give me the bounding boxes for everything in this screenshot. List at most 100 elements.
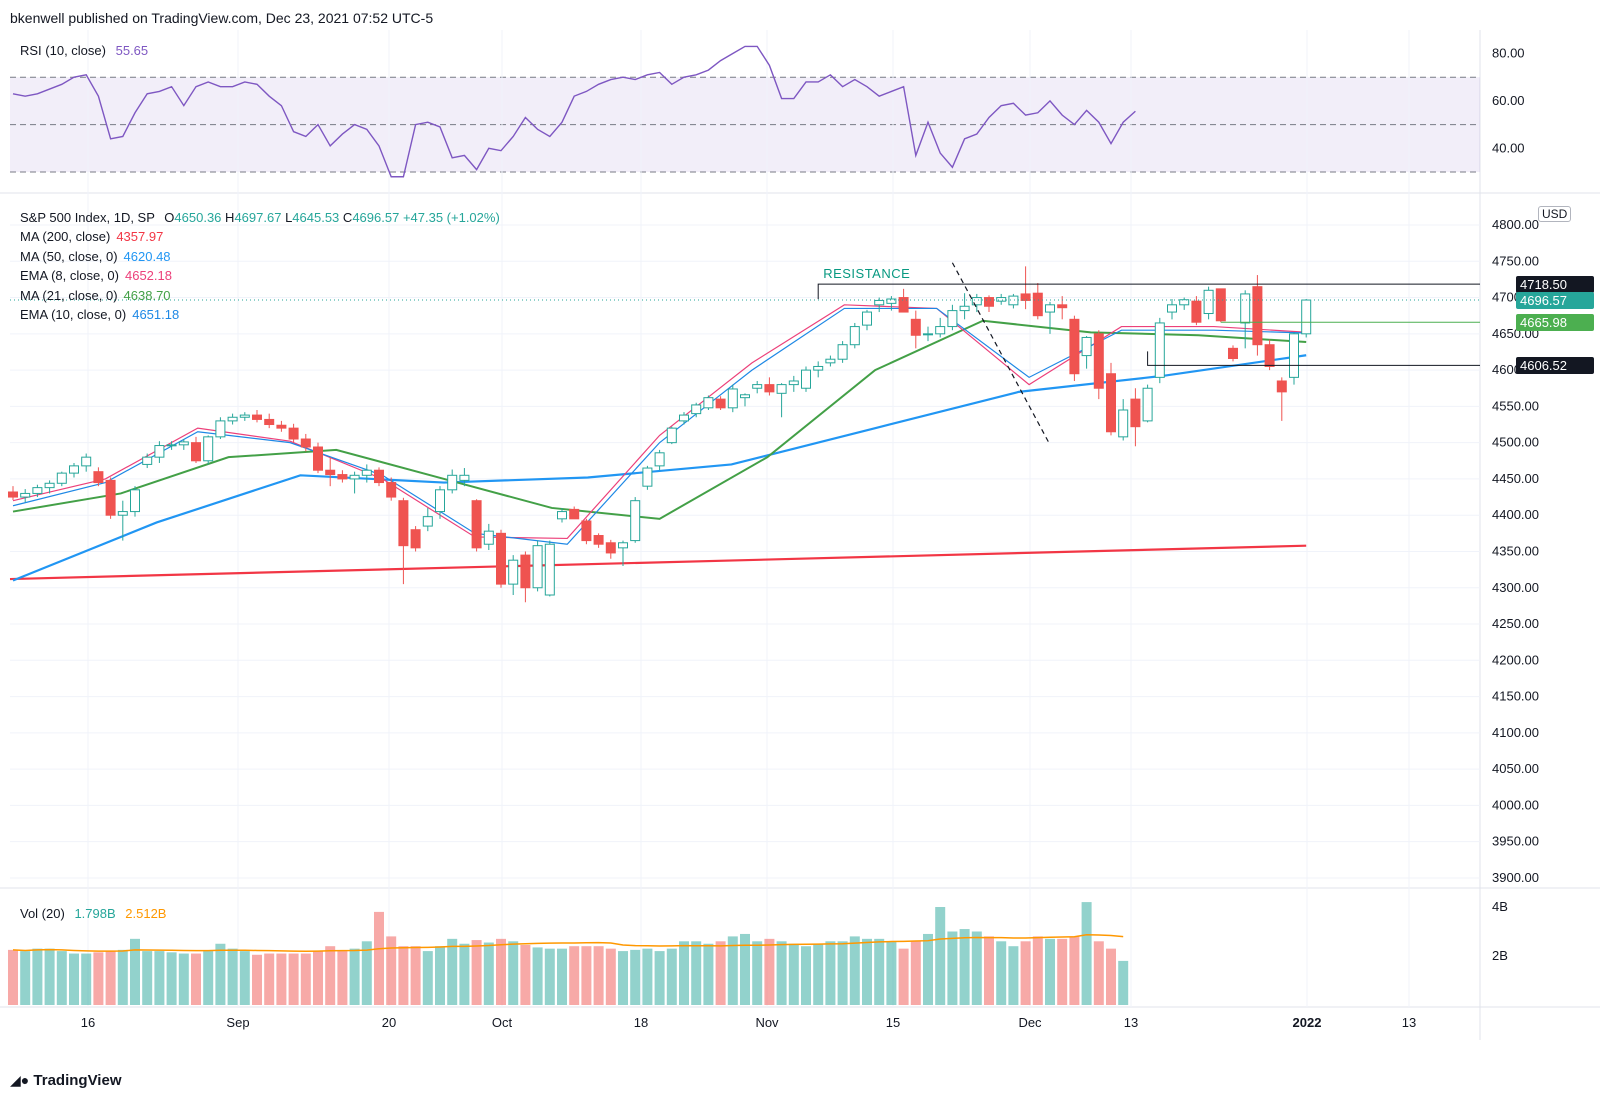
volume-bar xyxy=(227,948,238,1005)
candle-body xyxy=(117,511,128,516)
volume-bar xyxy=(837,941,848,1005)
candle-body xyxy=(1020,293,1031,301)
volume-legend-label: Vol (20) xyxy=(20,906,65,921)
volume-bar xyxy=(520,944,531,1005)
volume-bar xyxy=(593,946,604,1005)
volume-bar xyxy=(435,946,445,1005)
volume-bar xyxy=(886,941,897,1005)
x-tick-label: 20 xyxy=(382,1015,396,1030)
indicator-value: 4638.70 xyxy=(123,288,171,303)
indicator-label: MA (50, close, 0) xyxy=(20,249,118,264)
price-legend: S&P 500 Index, 1D, SP O4650.36 H4697.67 … xyxy=(20,210,500,225)
price-tick-label: 3900.00 xyxy=(1492,870,1539,885)
rsi-tick-label: 40.00 xyxy=(1492,140,1525,155)
trend-line xyxy=(951,262,1051,446)
candle-body xyxy=(422,516,433,527)
price-tick-label: 4250.00 xyxy=(1492,616,1539,631)
resistance-label: RESISTANCE xyxy=(823,266,910,281)
candle-body xyxy=(1240,293,1251,324)
volume-bar xyxy=(1045,938,1055,1005)
candle-body xyxy=(727,388,738,409)
candle-body xyxy=(593,535,604,545)
candle-body xyxy=(1130,398,1141,428)
candle-body xyxy=(508,559,519,585)
candle-body xyxy=(191,442,201,462)
currency-button[interactable]: USD xyxy=(1538,206,1572,222)
rsi-legend-value: 55.65 xyxy=(115,43,149,58)
volume-bar xyxy=(496,938,506,1005)
candle-body xyxy=(1142,387,1153,422)
x-tick-label: 13 xyxy=(1402,1015,1416,1030)
volume-bar xyxy=(581,946,592,1005)
candle-body xyxy=(910,318,921,336)
volume-bar xyxy=(1093,941,1104,1005)
volume-legend: Vol (20) 1.798B 2.512B xyxy=(20,906,166,921)
indicator-label: MA (200, close) xyxy=(20,229,111,244)
candle-body xyxy=(788,380,799,386)
volume-bar xyxy=(215,943,226,1005)
candle-body xyxy=(32,487,43,494)
candle-body xyxy=(544,543,555,596)
candle-body xyxy=(947,310,958,328)
candle-body xyxy=(361,469,372,476)
indicator-ma200: MA (200, close) 4357.97 xyxy=(20,229,163,244)
indicator-value: 4357.97 xyxy=(116,229,164,244)
volume-tick-label: 2B xyxy=(1492,948,1508,963)
volume-bar xyxy=(862,938,872,1005)
candle-body xyxy=(849,326,860,346)
high-label: H xyxy=(225,210,235,225)
candle-body xyxy=(703,397,714,409)
volume-bar xyxy=(386,936,397,1005)
rsi-tick-label: 80.00 xyxy=(1492,46,1525,61)
volume-bar xyxy=(691,941,702,1005)
volume-bar xyxy=(788,943,799,1005)
candle-body xyxy=(581,520,592,542)
candle-body xyxy=(1008,295,1019,306)
volume-bar xyxy=(984,936,994,1005)
candle-body xyxy=(618,542,628,549)
indicator-value: 4620.48 xyxy=(123,249,171,264)
price-tick-label: 4450.00 xyxy=(1492,471,1539,486)
candle-body xyxy=(1179,299,1190,306)
candle-body xyxy=(471,500,482,549)
candle-body xyxy=(69,465,79,474)
volume-bar xyxy=(825,941,836,1005)
close-label: C xyxy=(342,210,353,225)
volume-bar xyxy=(544,948,555,1005)
price-tick-label: 4750.00 xyxy=(1492,253,1539,268)
volume-bar xyxy=(1081,902,1092,1005)
volume-bar xyxy=(740,933,750,1005)
x-tick-label: Oct xyxy=(492,1015,513,1030)
candle-body xyxy=(1081,336,1092,357)
support-line xyxy=(1147,351,1480,366)
candle-body xyxy=(801,369,811,389)
price-tick-label: 4300.00 xyxy=(1492,580,1539,595)
volume-bar xyxy=(715,941,726,1005)
volume-bar xyxy=(142,951,153,1005)
candle-body xyxy=(740,394,750,399)
price-tick-label: 4050.00 xyxy=(1492,761,1539,776)
ma200-line xyxy=(9,544,1307,581)
x-tick-label: 16 xyxy=(81,1015,95,1030)
volume-bar xyxy=(69,953,79,1005)
volume-bar xyxy=(81,953,92,1005)
candle-body xyxy=(666,427,677,444)
indicator-value: 4652.18 xyxy=(124,268,172,283)
price-tick-label: 4550.00 xyxy=(1492,398,1539,413)
x-tick-label: Dec xyxy=(1018,1015,1042,1030)
indicator-value: 4651.18 xyxy=(132,307,180,322)
candle-body xyxy=(130,489,140,513)
volume-bar xyxy=(313,951,323,1005)
candle-body xyxy=(1106,373,1116,433)
x-tick-label: 13 xyxy=(1124,1015,1138,1030)
price-badge: 4606.52 xyxy=(1516,356,1594,374)
candle-body xyxy=(837,344,848,360)
price-badge: 4718.50 xyxy=(1516,275,1594,293)
candle-body xyxy=(1032,292,1043,317)
candle-body xyxy=(959,305,970,312)
candle-body xyxy=(252,414,262,420)
candle-body xyxy=(105,479,116,516)
price-tick-label: 3950.00 xyxy=(1492,834,1539,849)
volume-bar xyxy=(703,943,714,1005)
